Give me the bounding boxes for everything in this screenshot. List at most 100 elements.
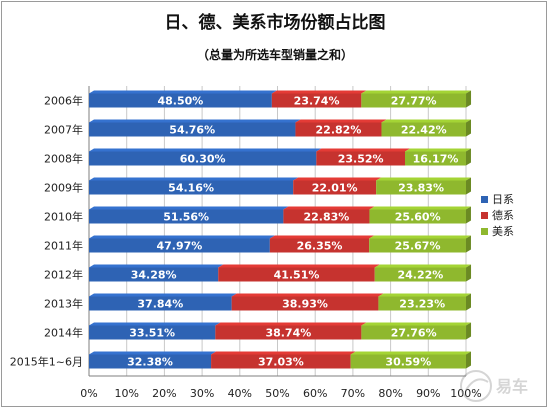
bar-segment-side	[465, 235, 471, 253]
bar-segment	[295, 122, 382, 137]
legend-label: 日系	[492, 193, 514, 206]
bar-value-label: 37.03%	[258, 356, 304, 369]
bar-value-label: 22.42%	[401, 124, 447, 137]
y-tick-label: 2012年	[44, 268, 83, 282]
bar-segment-top	[271, 90, 367, 94]
y-tick-label: 2014年	[44, 326, 83, 340]
bar-value-label: 38.74%	[265, 327, 311, 340]
bar-segment	[361, 93, 467, 108]
bar-segment	[89, 209, 284, 224]
bar-segment	[369, 238, 466, 253]
bar-segment-top	[293, 177, 382, 181]
bar-segment	[89, 151, 317, 166]
bar-segment	[361, 325, 467, 340]
bar-segment	[89, 267, 219, 282]
bar-value-label: 32.38%	[127, 356, 173, 369]
bar-value-label: 37.84%	[137, 298, 183, 311]
bar-value-label: 33.51%	[129, 327, 175, 340]
bar-segment-top	[381, 119, 471, 123]
bar-value-label: 27.77%	[391, 95, 437, 108]
bar-value-label: 41.51%	[274, 269, 320, 282]
bar-segment-top	[211, 351, 356, 355]
x-tick-label: 100%	[450, 387, 481, 400]
bar-segment-top	[374, 264, 472, 268]
bar-segment-top	[89, 119, 301, 123]
x-tick-label: 10%	[114, 387, 138, 400]
bar-segment	[89, 354, 212, 369]
bar-segment-top	[215, 322, 367, 326]
x-tick-label: 90%	[416, 387, 440, 400]
bar-value-label: 24.22%	[397, 269, 443, 282]
bar-segment	[378, 296, 466, 311]
bar-segment-top	[218, 264, 380, 268]
bar-segment	[231, 296, 379, 311]
bar-segment-top	[89, 148, 322, 152]
watermark-logo: 易车	[460, 370, 528, 402]
bar-value-label: 54.76%	[169, 124, 215, 137]
bar-value-label: 23.52%	[338, 153, 384, 166]
bar-segment-top	[89, 90, 277, 94]
bar-segment-top	[89, 206, 289, 210]
bar-segment-side	[466, 322, 472, 340]
bar-segment-top	[89, 264, 224, 268]
bar-segment-top	[89, 235, 275, 239]
bar-segment-side	[465, 206, 471, 224]
bar-value-label: 30.59%	[385, 356, 431, 369]
bar-segment	[89, 180, 294, 195]
bar-segment	[89, 325, 216, 340]
legend-swatch	[481, 228, 488, 235]
bar-segment	[215, 325, 362, 340]
bar-segment	[218, 267, 375, 282]
bar-segment-top	[231, 293, 384, 297]
bar-segment-side	[466, 293, 471, 311]
bar-value-label: 34.28%	[131, 269, 177, 282]
bar-segment	[381, 122, 466, 137]
x-tick-label: 20%	[152, 387, 176, 400]
x-tick-label: 0%	[80, 387, 97, 400]
bar-value-label: 60.30%	[180, 153, 226, 166]
y-tick-label: 2013年	[44, 297, 83, 311]
bar-value-label: 22.82%	[316, 124, 362, 137]
bar-value-label: 51.56%	[163, 211, 209, 224]
bar-value-label: 48.50%	[158, 95, 204, 108]
bar-segment-side	[465, 148, 471, 166]
bar-segment-side	[466, 177, 471, 195]
bar-segment-top	[369, 235, 471, 239]
bar-value-label: 23.74%	[294, 95, 340, 108]
legend-label: 美系	[492, 225, 514, 238]
bar-segment-top	[376, 177, 471, 181]
bar-value-label: 47.97%	[157, 240, 203, 253]
bar-segment	[89, 122, 296, 137]
legend-swatch	[481, 212, 488, 219]
x-tick-label: 80%	[378, 387, 402, 400]
bar-segment-top	[89, 351, 217, 355]
bar-segment	[405, 151, 466, 166]
bar-segment	[89, 296, 232, 311]
x-tick-label: 70%	[341, 387, 365, 400]
bar-segment	[89, 93, 272, 108]
legend-label: 德系	[492, 208, 514, 222]
bar-segment	[376, 180, 466, 195]
x-tick-label: 60%	[303, 387, 327, 400]
bar-segment	[89, 238, 270, 253]
bar-segment-top	[350, 351, 471, 355]
bar-segment-top	[405, 148, 471, 152]
bar-value-label: 25.67%	[395, 240, 441, 253]
bar-value-label: 22.83%	[304, 211, 350, 224]
watermark-text: 易车	[496, 377, 528, 396]
y-tick-label: 2015年1~6月	[10, 355, 83, 369]
bar-segment-top	[283, 206, 375, 210]
bar-segment-top	[295, 119, 387, 123]
bar-segment	[350, 354, 466, 369]
y-tick-label: 2007年	[44, 123, 83, 137]
y-tick-label: 2006年	[44, 94, 83, 108]
y-tick-label: 2009年	[44, 181, 83, 195]
bar-segment	[211, 354, 351, 369]
y-tick-label: 2011年	[44, 239, 83, 253]
bar-segment-top	[89, 322, 221, 326]
bar-value-label: 25.60%	[395, 211, 441, 224]
bar-segment	[293, 180, 377, 195]
bar-segment-top	[369, 206, 471, 210]
chart-subtitle: （总量为所选车型销量之和）	[196, 48, 353, 62]
